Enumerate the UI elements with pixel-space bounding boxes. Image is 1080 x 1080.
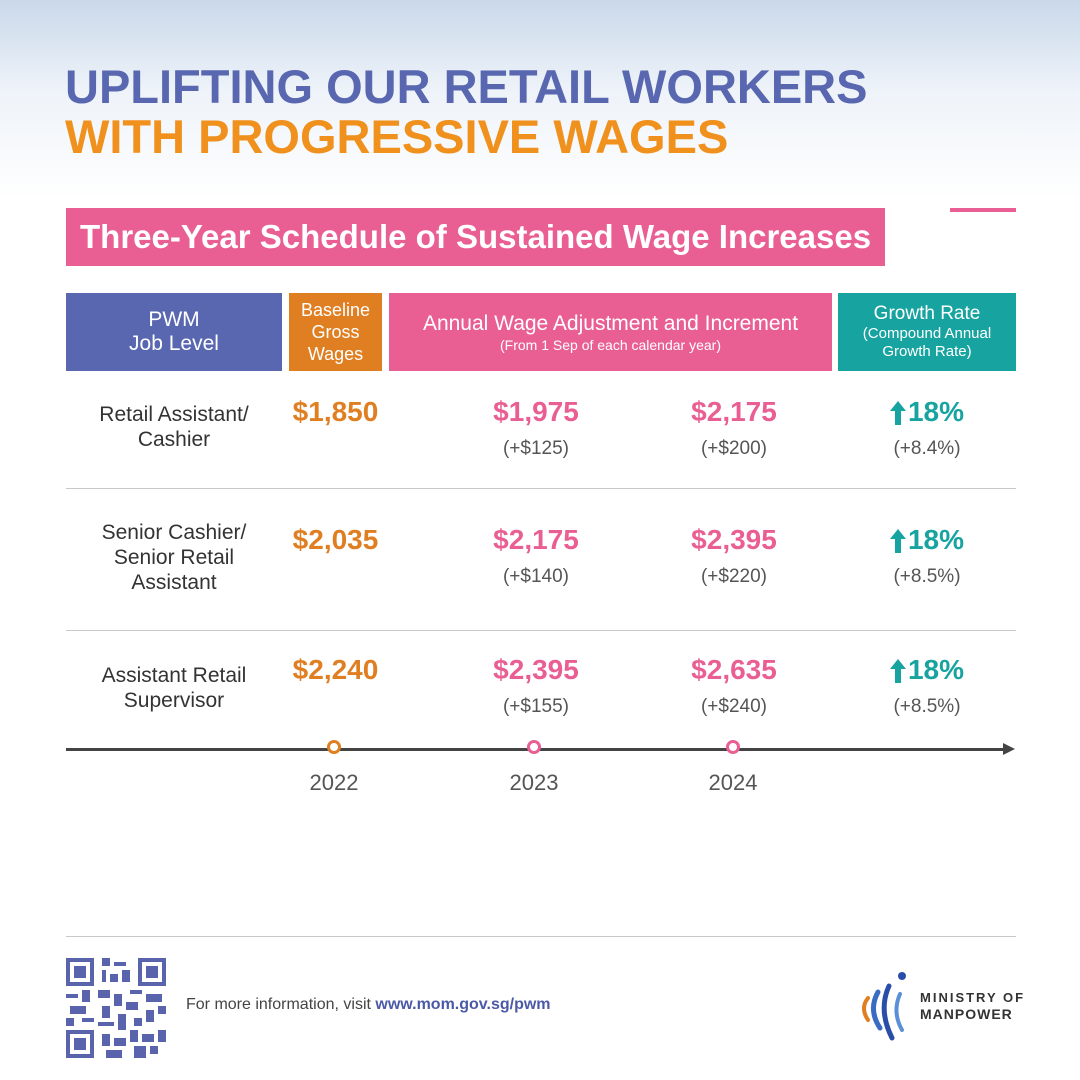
- header-pwm-line2: Job Level: [129, 332, 219, 355]
- growth-rate: 18%: [838, 396, 1016, 428]
- growth-rate: 18%: [838, 654, 1016, 686]
- wage-2023: $2,395: [493, 654, 579, 685]
- job-line2: Cashier: [137, 428, 211, 451]
- row-divider: [66, 488, 1016, 489]
- wage-2024: $2,635: [691, 654, 777, 685]
- mom-logo-text: MINISTRY OF MANPOWER: [920, 990, 1025, 1022]
- year-label-2024: 2024: [708, 770, 758, 795]
- header-pwm-line1: PWM: [148, 308, 200, 331]
- increment-2024: (+$200): [700, 438, 768, 459]
- increment-2024: (+$220): [700, 566, 768, 587]
- footer-url-link[interactable]: www.mom.gov.sg/pwm: [375, 996, 551, 1013]
- job-line1: Senior Cashier/: [101, 521, 247, 544]
- header-growth-sub1: (Compound Annual: [862, 325, 992, 342]
- timeline-marker-2022: [327, 740, 341, 754]
- increment-2023: (+$140): [502, 566, 570, 587]
- title-line-1: UPLIFTING OUR RETAIL WORKERS: [65, 60, 868, 113]
- up-arrow-icon: [889, 658, 906, 683]
- header-baseline-line2: Gross: [311, 322, 360, 342]
- header-pwm-job-level: PWM Job Level: [66, 293, 282, 371]
- job-line1: Assistant Retail: [101, 664, 247, 687]
- header-baseline-line1: Baseline: [300, 300, 371, 320]
- increment-2024: (+$240): [700, 696, 768, 717]
- baseline-wage: $1,850: [292, 396, 379, 427]
- footer-info: For more information, visit www.mom.gov.…: [186, 996, 551, 1014]
- subtitle-banner: Three-Year Schedule of Sustained Wage In…: [66, 208, 886, 266]
- job-level-cell: Retail Assistant/ Cashier: [66, 402, 282, 452]
- growth-value: 18%: [907, 396, 965, 427]
- job-line3: Assistant: [131, 571, 217, 594]
- cagr-value: (+8.5%): [893, 566, 961, 587]
- logo-line-1: MINISTRY OF: [920, 990, 1026, 1005]
- wage-2023: $2,175: [493, 524, 579, 555]
- header-growth-main: Growth Rate: [873, 303, 981, 324]
- row-divider: [66, 630, 1016, 631]
- header-annual-main: Annual Wage Adjustment and Increment: [422, 312, 799, 335]
- header-annual-sub: (From 1 Sep of each calendar year): [500, 337, 721, 353]
- footer-info-text: For more information, visit: [186, 996, 371, 1013]
- year-label-2023: 2023: [509, 770, 559, 795]
- growth-value: 18%: [907, 654, 965, 685]
- job-line2: Supervisor: [123, 689, 225, 712]
- header-annual-adjustment: Annual Wage Adjustment and Increment (Fr…: [389, 293, 832, 371]
- timeline-marker-2023: [527, 740, 541, 754]
- increment-2023: (+$155): [502, 696, 570, 717]
- increment-2023: (+$125): [502, 438, 570, 459]
- job-line2: Senior Retail: [113, 546, 235, 569]
- logo-line-2: MANPOWER: [920, 1006, 1013, 1022]
- qr-code-icon[interactable]: [66, 958, 166, 1058]
- growth-rate: 18%: [838, 524, 1016, 556]
- header-baseline-line3: Wages: [307, 344, 364, 364]
- footer-divider: [66, 936, 1016, 937]
- cagr-value: (+8.5%): [893, 696, 961, 717]
- timeline-marker-2024: [726, 740, 740, 754]
- header-baseline-wages: Baseline Gross Wages: [289, 293, 382, 371]
- up-arrow-icon: [889, 528, 906, 553]
- wage-2023: $1,975: [493, 396, 579, 427]
- baseline-wage: $2,240: [292, 654, 379, 685]
- growth-value: 18%: [907, 524, 965, 555]
- timeline-arrow-icon: [1003, 743, 1015, 755]
- wage-2024: $2,175: [691, 396, 777, 427]
- job-level-cell: Senior Cashier/ Senior Retail Assistant: [66, 520, 282, 595]
- wage-2024: $2,395: [691, 524, 777, 555]
- mom-logo-icon: [862, 972, 906, 1041]
- title-line-2: WITH PROGRESSIVE WAGES: [65, 110, 729, 163]
- cagr-value: (+8.4%): [893, 438, 961, 459]
- baseline-wage: $2,035: [292, 524, 379, 555]
- header-background: [0, 0, 1080, 200]
- page-title: UPLIFTING OUR RETAIL WORKERS WITH PROGRE…: [65, 62, 867, 162]
- subtitle-accent-line: [950, 208, 1016, 212]
- job-level-cell: Assistant Retail Supervisor: [66, 663, 282, 713]
- year-label-2022: 2022: [309, 770, 359, 795]
- up-arrow-icon: [889, 400, 906, 425]
- header-growth-sub2: Growth Rate): [882, 343, 972, 360]
- job-line1: Retail Assistant/: [99, 403, 249, 426]
- header-growth-rate: Growth Rate (Compound Annual Growth Rate…: [838, 293, 1016, 371]
